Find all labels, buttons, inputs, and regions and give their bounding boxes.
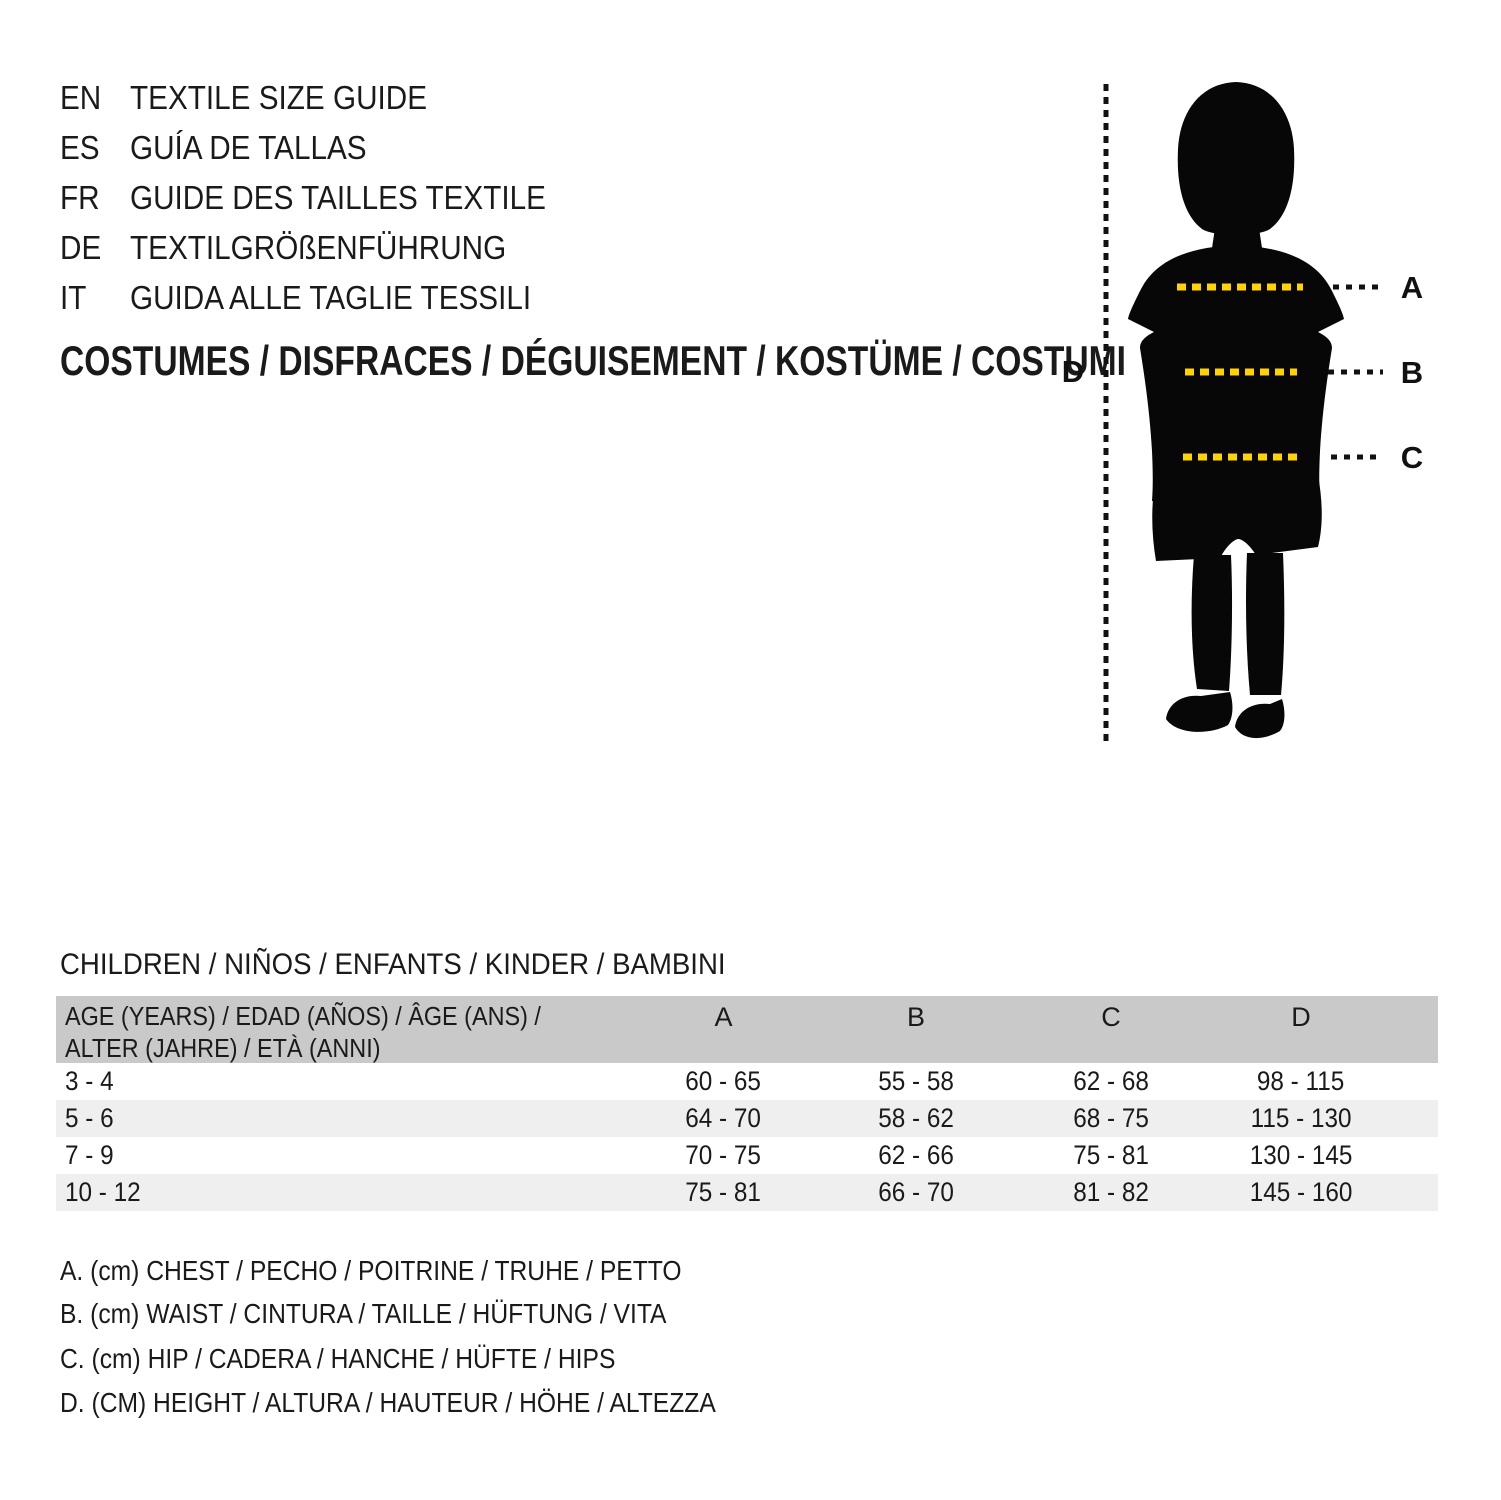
- language-label: GUÍA DE TALLAS: [130, 129, 367, 166]
- waist-cell: 58 - 62: [878, 1103, 954, 1133]
- column-header-a: A: [714, 1002, 733, 1032]
- language-row: EN TEXTILE SIZE GUIDE: [60, 78, 960, 118]
- table-header: AGE (YEARS) / EDAD (AÑOS) / ÂGE (ANS) / …: [56, 996, 1438, 1063]
- legend-line-height: D. (CM) HEIGHT / ALTURA / HAUTEUR / HÖHE…: [60, 1387, 716, 1418]
- chest-cell: 64 - 70: [685, 1103, 762, 1133]
- label-waist-b: B: [1401, 355, 1423, 390]
- hip-cell: 81 - 82: [1073, 1177, 1149, 1207]
- language-row: IT GUIDA ALLE TAGLIE TESSILI: [60, 278, 960, 318]
- language-code: DE: [60, 229, 102, 266]
- children-section-title: CHILDREN / NIÑOS / ENFANTS / KINDER / BA…: [60, 948, 726, 981]
- label-height-d: D: [1062, 354, 1084, 389]
- height-cell: 98 - 115: [1257, 1066, 1345, 1096]
- column-header-d: D: [1291, 1002, 1311, 1032]
- hip-cell: 75 - 81: [1073, 1140, 1149, 1170]
- column-header-c: C: [1101, 1002, 1121, 1032]
- table-row: 10 - 12 75 - 81 66 - 70 81 - 82 145 - 16…: [56, 1174, 1438, 1211]
- size-table: AGE (YEARS) / EDAD (AÑOS) / ÂGE (ANS) / …: [56, 996, 1438, 1211]
- language-code: IT: [60, 279, 87, 316]
- category-title: COSTUMES / DISFRACES / DÉGUISEMENT / KOS…: [60, 337, 1126, 384]
- label-hip-c: C: [1401, 440, 1423, 475]
- language-row: ES GUÍA DE TALLAS: [60, 128, 960, 168]
- size-figure: D A B C: [1040, 55, 1470, 755]
- age-cell: 10 - 12: [65, 1177, 141, 1207]
- age-cell: 7 - 9: [65, 1140, 114, 1170]
- column-header-b: B: [906, 1002, 925, 1032]
- height-cell: 145 - 160: [1249, 1177, 1353, 1207]
- language-code: ES: [60, 129, 100, 166]
- chest-cell: 70 - 75: [685, 1140, 762, 1170]
- language-row: DE TEXTILGRÖßENFÜHRUNG: [60, 228, 960, 268]
- hip-cell: 62 - 68: [1073, 1066, 1149, 1096]
- language-code: EN: [60, 79, 102, 116]
- table-row: 5 - 6 64 - 70 58 - 62 68 - 75 115 - 130: [56, 1100, 1438, 1137]
- waist-cell: 62 - 66: [878, 1140, 954, 1170]
- language-label: TEXTILE SIZE GUIDE: [130, 79, 428, 116]
- chest-cell: 60 - 65: [685, 1066, 762, 1096]
- waist-cell: 55 - 58: [878, 1066, 954, 1096]
- age-cell: 3 - 4: [65, 1066, 114, 1096]
- legend-line-waist: B. (cm) WAIST / CINTURA / TAILLE / HÜFTU…: [60, 1298, 667, 1329]
- child-silhouette: [1128, 82, 1344, 739]
- table-row: 7 - 9 70 - 75 62 - 66 75 - 81 130 - 145: [56, 1137, 1438, 1174]
- legend-line-hip: C. (cm) HIP / CADERA / HANCHE / HÜFTE / …: [60, 1343, 616, 1374]
- language-code: FR: [60, 179, 100, 216]
- height-cell: 130 - 145: [1249, 1140, 1353, 1170]
- table-row: 3 - 4 60 - 65 55 - 58 62 - 68 98 - 115: [56, 1063, 1438, 1100]
- language-label: GUIDE DES TAILLES TEXTILE: [130, 179, 546, 216]
- language-label: TEXTILGRÖßENFÜHRUNG: [130, 229, 507, 266]
- height-cell: 115 - 130: [1250, 1103, 1352, 1133]
- hip-cell: 68 - 75: [1073, 1103, 1149, 1133]
- legend-line-chest: A. (cm) CHEST / PECHO / POITRINE / TRUHE…: [60, 1255, 682, 1286]
- chest-cell: 75 - 81: [685, 1177, 762, 1207]
- label-chest-a: A: [1401, 270, 1423, 305]
- age-column-header: AGE (YEARS) / EDAD (AÑOS) / ÂGE (ANS) / …: [65, 1001, 541, 1063]
- language-row: FR GUIDE DES TAILLES TEXTILE: [60, 178, 960, 218]
- waist-cell: 66 - 70: [878, 1177, 954, 1207]
- language-label: GUIDA ALLE TAGLIE TESSILI: [130, 279, 532, 316]
- age-cell: 5 - 6: [65, 1103, 114, 1133]
